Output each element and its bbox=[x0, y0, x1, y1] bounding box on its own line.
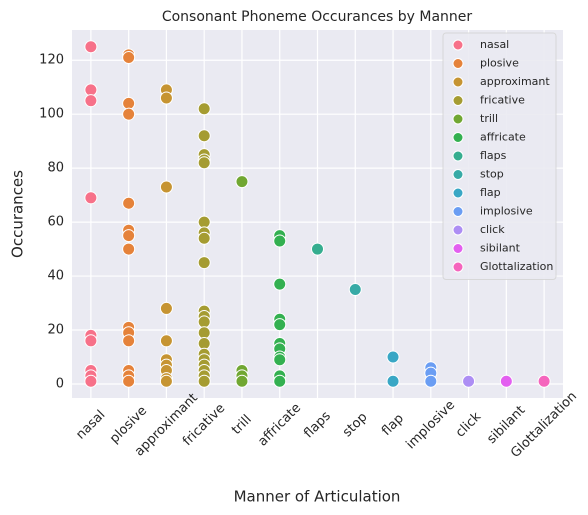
legend-marker bbox=[452, 95, 464, 106]
point bbox=[159, 334, 173, 348]
point bbox=[273, 318, 287, 332]
point bbox=[197, 215, 211, 229]
x-tick-label: nasal bbox=[73, 407, 108, 442]
legend-marker bbox=[452, 58, 464, 69]
legend-marker bbox=[452, 224, 464, 236]
point bbox=[197, 129, 211, 143]
point bbox=[386, 350, 400, 364]
point bbox=[537, 374, 551, 388]
point bbox=[235, 374, 249, 388]
legend-label: click bbox=[480, 223, 505, 236]
y-tick-label: 60 bbox=[47, 215, 64, 230]
point bbox=[311, 242, 324, 256]
legend-label: affricate bbox=[480, 131, 526, 144]
legend-marker bbox=[452, 261, 464, 273]
point bbox=[84, 191, 98, 205]
point bbox=[235, 175, 249, 189]
legend-label: trill bbox=[480, 112, 498, 125]
point bbox=[273, 277, 287, 291]
y-tick-label: 20 bbox=[47, 323, 64, 338]
x-tick-label: flaps bbox=[301, 409, 334, 442]
point bbox=[122, 51, 136, 65]
legend-label: approximant bbox=[480, 75, 550, 88]
point bbox=[197, 256, 211, 270]
point bbox=[159, 91, 173, 105]
x-tick-label: Glottalization bbox=[508, 389, 580, 461]
point bbox=[122, 96, 136, 110]
legend-label: flaps bbox=[480, 149, 507, 162]
point bbox=[122, 242, 136, 256]
point bbox=[122, 334, 136, 348]
point bbox=[197, 102, 211, 116]
legend-marker bbox=[452, 243, 464, 254]
legend-marker bbox=[452, 132, 464, 143]
y-axis-label: Occurances bbox=[9, 170, 27, 258]
x-axis-label: Manner of Articulation bbox=[234, 488, 401, 506]
legend-marker bbox=[452, 39, 464, 51]
y-tick-label: 0 bbox=[56, 376, 64, 391]
point bbox=[273, 234, 287, 248]
point bbox=[159, 180, 173, 194]
legend-label: stop bbox=[480, 168, 504, 181]
legend-label: flap bbox=[480, 186, 501, 199]
x-tick-label: click bbox=[453, 409, 484, 440]
x-tick-label: affricate bbox=[255, 401, 304, 450]
legend-label: implosive bbox=[480, 205, 533, 218]
point bbox=[84, 40, 98, 54]
point bbox=[424, 374, 438, 388]
legend-box bbox=[442, 32, 557, 280]
point bbox=[273, 374, 287, 388]
x-tick-label: trill bbox=[229, 412, 255, 438]
legend-marker bbox=[452, 187, 464, 199]
y-tick-label: 100 bbox=[39, 107, 64, 122]
point bbox=[197, 326, 211, 340]
point bbox=[348, 283, 362, 297]
point bbox=[197, 156, 211, 170]
point bbox=[122, 107, 136, 121]
point bbox=[386, 374, 400, 388]
point bbox=[273, 353, 287, 367]
legend-label: nasal bbox=[480, 38, 509, 51]
legend-label: fricative bbox=[480, 94, 525, 107]
x-tick-label: flap bbox=[379, 411, 407, 439]
point bbox=[159, 374, 173, 388]
point bbox=[462, 374, 476, 388]
point bbox=[159, 301, 173, 315]
x-tick-label: stop bbox=[340, 410, 370, 440]
legend-label: Glottalization bbox=[480, 260, 553, 273]
point bbox=[122, 374, 136, 388]
point bbox=[122, 229, 136, 243]
legend-label: plosive bbox=[480, 57, 519, 70]
point bbox=[84, 374, 98, 388]
chart-title: Consonant Phoneme Occurances by Manner bbox=[162, 9, 473, 25]
legend-marker bbox=[452, 76, 464, 88]
point bbox=[197, 231, 211, 245]
point bbox=[122, 196, 136, 210]
legend-marker bbox=[452, 206, 464, 217]
y-tick-label: 40 bbox=[47, 269, 64, 284]
point bbox=[197, 374, 211, 388]
legend-marker bbox=[452, 169, 464, 180]
y-tick-label: 120 bbox=[39, 53, 64, 68]
x-tick-label: implosive bbox=[404, 398, 459, 453]
point bbox=[197, 315, 211, 329]
legend-marker bbox=[452, 113, 464, 125]
point bbox=[84, 334, 98, 348]
legend-label: sibilant bbox=[480, 242, 521, 255]
legend-marker bbox=[452, 150, 464, 162]
y-tick-label: 80 bbox=[47, 161, 64, 176]
point bbox=[84, 94, 98, 108]
point bbox=[499, 374, 513, 388]
point bbox=[197, 337, 211, 351]
point bbox=[84, 83, 98, 97]
